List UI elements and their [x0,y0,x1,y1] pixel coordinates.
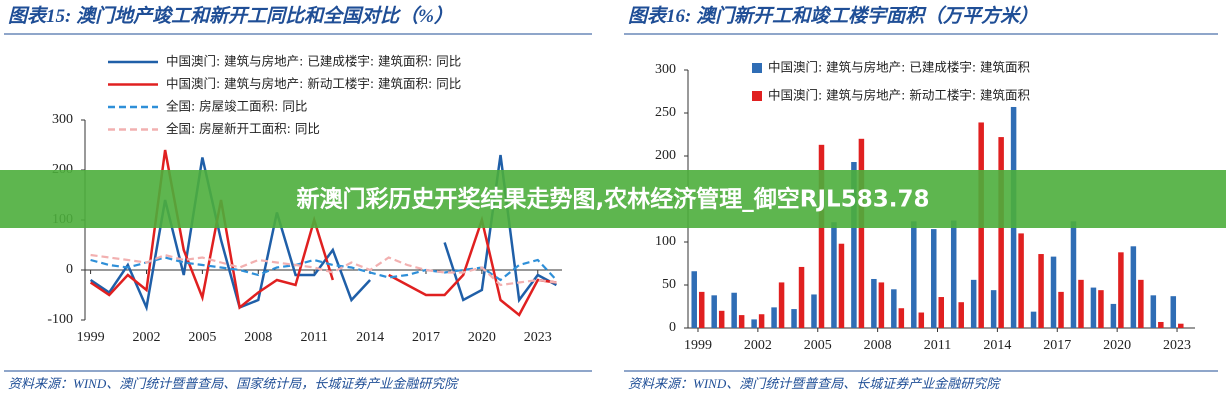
series-line [388,215,557,317]
x-tick-label: 2014 [983,338,1011,353]
bar [1058,291,1064,328]
bar [1070,221,1077,328]
source: 资料来源：WIND、澳门统计暨普查局、国家统计局，长城证券产业金融研究院 [8,376,459,391]
x-tick-label: 2008 [864,338,892,353]
y-tick-label: -100 [47,312,73,327]
bar [771,307,777,328]
bar [1018,233,1024,328]
bar [1138,279,1144,328]
legend-label: 中国澳门: 建筑与房地产: 已建成楼宇: 建筑面积 [768,60,1030,75]
banner-bg [0,170,1226,228]
legend-swatch [752,63,762,73]
bar [711,295,717,328]
bar [1098,290,1104,328]
y-tick-label: 250 [655,105,676,120]
x-tick-label: 2017 [412,330,440,345]
y-tick-label: 50 [662,277,676,292]
bar [878,282,885,328]
series-line [89,157,371,312]
bar [1170,296,1177,328]
x-tick-label: 2023 [524,330,552,345]
bar [950,220,957,328]
bar [811,294,817,328]
bar [731,292,737,328]
bar [1118,252,1124,328]
bar [798,266,805,328]
bar [718,310,725,328]
banner-text: 新澳门彩历史开奖结果走势图,农林经济管理_御空RJL583.78 [297,186,930,213]
bar [938,297,945,328]
bar [818,144,825,328]
bar [858,138,865,328]
legend-label: 中国澳门: 建筑与房地产: 已建成楼宇: 建筑面积: 同比 [166,54,461,69]
bar [1090,287,1097,328]
bar [970,279,977,328]
x-tick-label: 2014 [356,330,384,345]
y-tick-label: 300 [52,112,73,127]
bar [958,302,964,328]
bar [1110,303,1117,328]
bar [778,282,785,328]
bar [698,291,705,328]
bar [871,278,877,328]
bar [838,243,845,328]
y-tick-label: 100 [655,234,676,249]
x-tick-label: 2020 [468,330,496,345]
legend-label: 全国: 房屋新开工面积: 同比 [166,121,320,136]
bar [1178,323,1184,328]
x-tick-label: 2008 [244,330,272,345]
bar [851,162,857,328]
bar [751,319,757,328]
x-tick-label: 2011 [924,338,951,353]
bar [738,315,745,328]
legend-label: 中国澳门: 建筑与房地产: 新动工楼宇: 建筑面积 [768,88,1030,103]
bar [1078,279,1084,328]
legend-swatch [752,91,762,101]
bar [1150,295,1157,328]
series-line [89,149,335,310]
series-line [90,256,558,282]
bar [918,312,925,328]
y-tick-label: 300 [655,62,676,77]
x-tick-label: 2002 [132,330,160,345]
bar [1050,256,1057,328]
x-tick-label: 2005 [188,330,216,345]
bar [1038,254,1044,328]
bar [990,290,997,328]
x-tick-label: 2020 [1103,338,1131,353]
bar [931,229,937,328]
chart-title: 图表15: 澳门地产竣工和新开工同比和全国对比（%） [8,5,453,27]
bar [998,137,1004,328]
x-tick-label: 1999 [77,330,105,345]
legend-label: 中国澳门: 建筑与房地产: 新动工楼宇: 建筑面积: 同比 [166,76,461,91]
chart-title: 图表16: 澳门新开工和竣工楼宇面积（万平方米） [628,5,1038,27]
bar [831,222,837,328]
source: 资料来源：WIND、澳门统计暨普查局、长城证券产业金融研究院 [628,376,1001,391]
bar [911,221,917,328]
bar [758,314,765,328]
bar [1130,246,1137,328]
y-tick-label: 0 [66,262,73,277]
x-tick-label: 2002 [744,338,772,353]
legend-label: 全国: 房屋竣工面积: 同比 [166,99,307,114]
x-tick-label: 2005 [804,338,832,353]
series-line [443,154,558,304]
y-tick-label: 200 [655,148,676,163]
x-tick-label: 1999 [684,338,712,353]
x-tick-label: 2017 [1043,338,1071,353]
bar [1158,321,1164,328]
x-tick-label: 2023 [1163,338,1191,353]
bar [791,309,797,328]
bar [1030,311,1037,328]
x-tick-label: 2011 [300,330,327,345]
bar [898,308,905,328]
series-line [90,253,557,287]
y-tick-label: 0 [669,320,676,335]
bar [691,271,697,328]
bar [891,289,897,328]
